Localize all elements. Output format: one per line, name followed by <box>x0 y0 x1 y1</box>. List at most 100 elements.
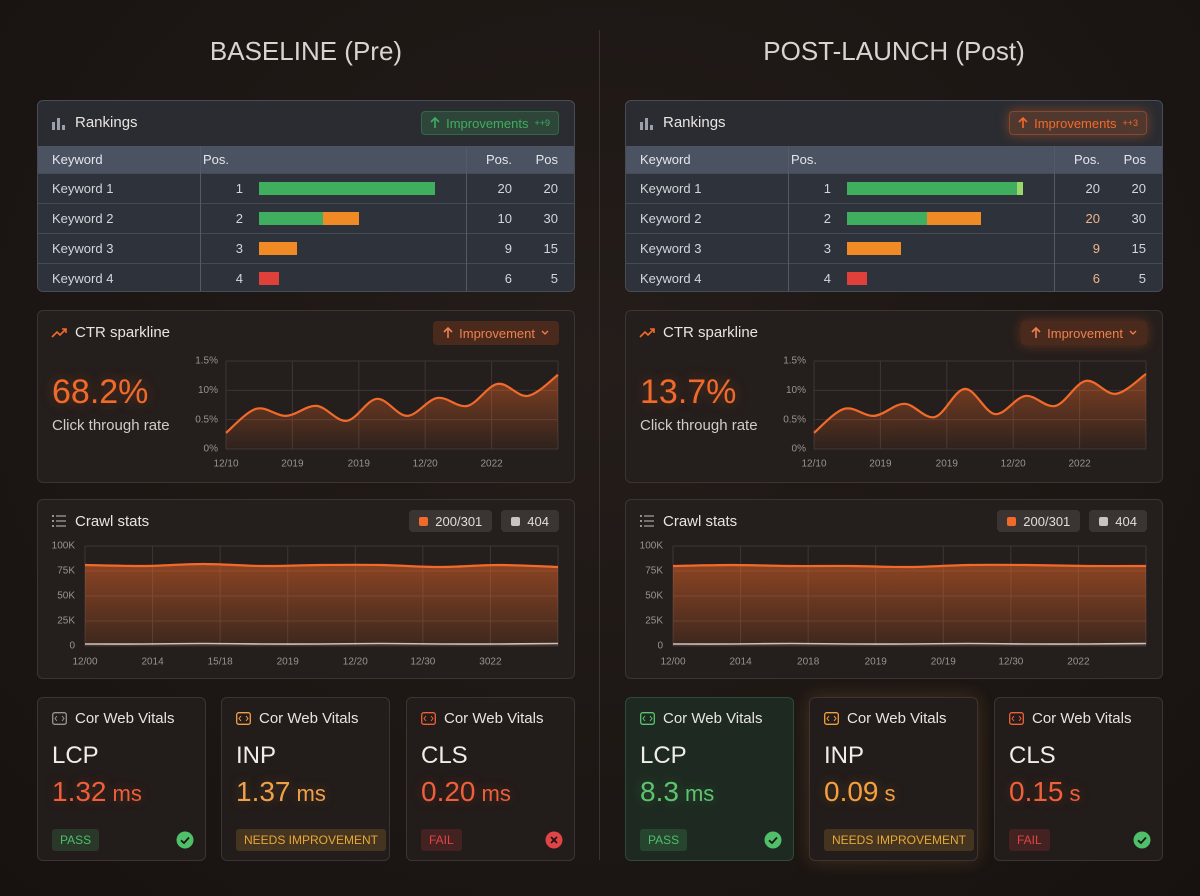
card-title: Rankings <box>75 114 138 131</box>
status-icon-mark <box>768 836 778 845</box>
vital-header: Cor Web Vitals <box>663 710 763 727</box>
vital-value-row: 0.15 s <box>1009 776 1081 808</box>
legend: 200/301 404 <box>409 510 559 532</box>
legend-label: 200/301 <box>1023 513 1071 529</box>
crawl-area <box>85 564 558 646</box>
crawl-card: Crawl stats 200/301 404 0 25K 50K 75K 100K 12/00… <box>37 499 575 679</box>
badge: Improvements ++3 <box>1009 111 1147 135</box>
icon <box>764 831 782 849</box>
vital-value: 0.09 <box>824 776 879 807</box>
col3-value: 6 <box>1092 271 1100 286</box>
column-divider <box>466 146 467 291</box>
col3-value: 20 <box>497 181 512 196</box>
badge-text: Improvements <box>446 115 529 131</box>
keyword: Keyword 3 <box>52 241 114 256</box>
col4-value: 30 <box>1131 211 1146 226</box>
x-tick-label: 2019 <box>281 459 304 470</box>
arrow-icon <box>1031 327 1041 338</box>
arrow-icon <box>443 327 453 338</box>
list-dot <box>52 525 54 527</box>
vital-header: Cor Web Vitals <box>444 710 544 727</box>
table-header <box>626 146 1162 173</box>
status-badge: PASS <box>640 829 688 851</box>
vital-value-row: 0.09 s <box>824 776 896 808</box>
status-badge: PASS <box>52 829 100 851</box>
vital-icon-code <box>826 715 837 722</box>
x-tick-label: 3022 <box>479 657 502 668</box>
y-tick-label: 1.5% <box>195 356 218 367</box>
ctr-caption: Click through rate <box>640 417 758 434</box>
column-header: Pos <box>535 152 558 167</box>
card-title: CTR sparkline <box>75 324 171 341</box>
icon <box>639 328 655 338</box>
vital-metric: CLS <box>1009 742 1056 769</box>
rank-bar <box>847 182 1017 195</box>
status-icon-mark <box>180 836 190 845</box>
trend-icon <box>639 328 655 338</box>
icon-bar <box>62 125 65 130</box>
keyword: Keyword 2 <box>52 211 114 226</box>
icon <box>640 118 653 130</box>
column-header: Keyword <box>640 152 691 167</box>
vitals-card: Cor Web Vitals LCP 1.32 ms PASS <box>37 697 206 861</box>
chevron <box>1129 330 1137 335</box>
vitals-card: Cor Web Vitals INP 0.09 s NEEDS IMPROVEMENT <box>809 697 978 861</box>
badge-count: ++3 <box>1122 118 1138 128</box>
crawl-area <box>673 564 1146 646</box>
keyword: Keyword 4 <box>640 271 702 286</box>
x-tick-label: 12/00 <box>660 657 685 668</box>
icon <box>1133 831 1151 849</box>
table-row <box>626 263 1162 291</box>
column-header: Pos <box>1123 152 1146 167</box>
x-tick-label: 12/20 <box>1001 459 1026 470</box>
vital-unit: s <box>884 781 896 806</box>
legend-item: 200/301 <box>997 510 1081 532</box>
panel-title: POST-LAUNCH (Post) <box>763 36 1025 66</box>
arrow <box>1031 327 1041 338</box>
rankings-card: Rankings Improvements ++9 Keyword Pos. Pos. Po… <box>37 100 575 292</box>
position: 2 <box>235 211 243 226</box>
col3-value: 9 <box>504 241 512 256</box>
col4-value: 20 <box>543 181 558 196</box>
col4-value: 15 <box>543 241 558 256</box>
rank-bar <box>847 212 927 225</box>
status-badge: FAIL <box>421 829 462 851</box>
rank-bar <box>259 212 323 225</box>
legend-swatch <box>1099 516 1109 526</box>
badge-text: Improvement <box>1047 325 1123 341</box>
card-title: CTR sparkline <box>663 324 759 341</box>
crawl-card: Crawl stats 200/301 404 0 25K 50K 75K 100K 12/00… <box>625 499 1163 679</box>
vital-icon <box>236 712 251 725</box>
y-tick-label: 100K <box>52 541 76 552</box>
badge: Improvement <box>433 321 559 345</box>
legend-item: 200/301 <box>409 510 493 532</box>
arrow-icon <box>1018 117 1028 128</box>
keyword: Keyword 4 <box>52 271 114 286</box>
vital-icon <box>52 712 67 725</box>
vital-icon <box>1009 712 1024 725</box>
list-dot <box>640 515 642 517</box>
x-tick-label: 2019 <box>865 657 888 668</box>
x-tick-label: 12/20 <box>343 657 368 668</box>
x-tick-label: 12/10 <box>213 459 238 470</box>
x-tick-label: 2014 <box>729 657 752 668</box>
badge-text: Improvement <box>459 325 535 341</box>
rank-bar <box>927 212 981 225</box>
table-row <box>38 263 574 291</box>
y-tick-label: 75K <box>57 566 75 577</box>
y-tick-label: 25K <box>57 616 75 627</box>
vital-icon-code <box>1011 715 1022 722</box>
icon-bar <box>645 118 648 130</box>
vital-header: Cor Web Vitals <box>259 710 359 727</box>
vital-value-row: 0.20 ms <box>421 776 511 808</box>
icon-bar <box>57 118 60 130</box>
keyword: Keyword 3 <box>640 241 702 256</box>
icon <box>640 712 655 725</box>
position: 1 <box>235 181 243 196</box>
y-tick-label: 0.5% <box>195 414 218 425</box>
vital-icon <box>640 712 655 725</box>
vital-icon <box>421 712 436 725</box>
list-dot <box>640 525 642 527</box>
icon <box>176 831 194 849</box>
vitals-card: Cor Web Vitals CLS 0.20 ms FAIL <box>406 697 575 861</box>
